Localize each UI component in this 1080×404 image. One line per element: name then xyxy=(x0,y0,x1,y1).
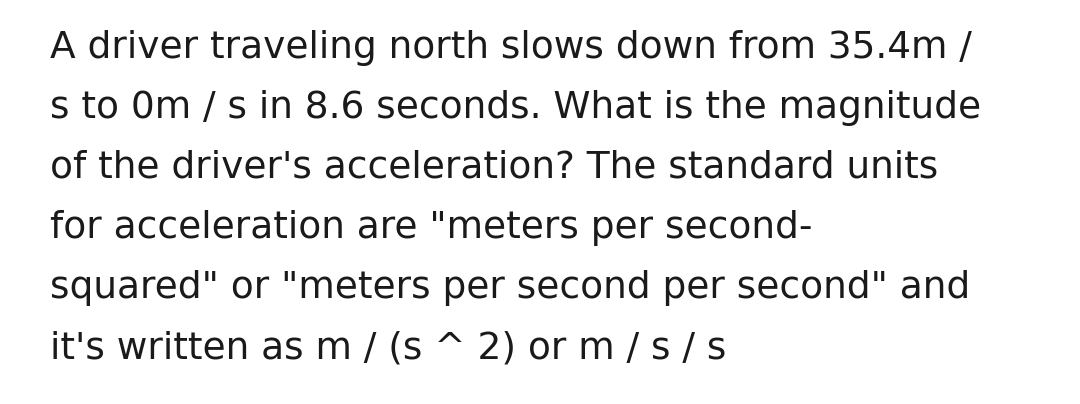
Text: of the driver's acceleration? The standard units: of the driver's acceleration? The standa… xyxy=(50,150,939,186)
Text: it's written as m / (s ^ 2) or m / s / s: it's written as m / (s ^ 2) or m / s / s xyxy=(50,330,727,366)
Text: A driver traveling north slows down from 35.4m /: A driver traveling north slows down from… xyxy=(50,30,972,66)
Text: s to 0m / s in 8.6 seconds. What is the magnitude: s to 0m / s in 8.6 seconds. What is the … xyxy=(50,90,981,126)
Text: squared" or "meters per second per second" and: squared" or "meters per second per secon… xyxy=(50,270,970,306)
Text: for acceleration are "meters per second-: for acceleration are "meters per second- xyxy=(50,210,812,246)
